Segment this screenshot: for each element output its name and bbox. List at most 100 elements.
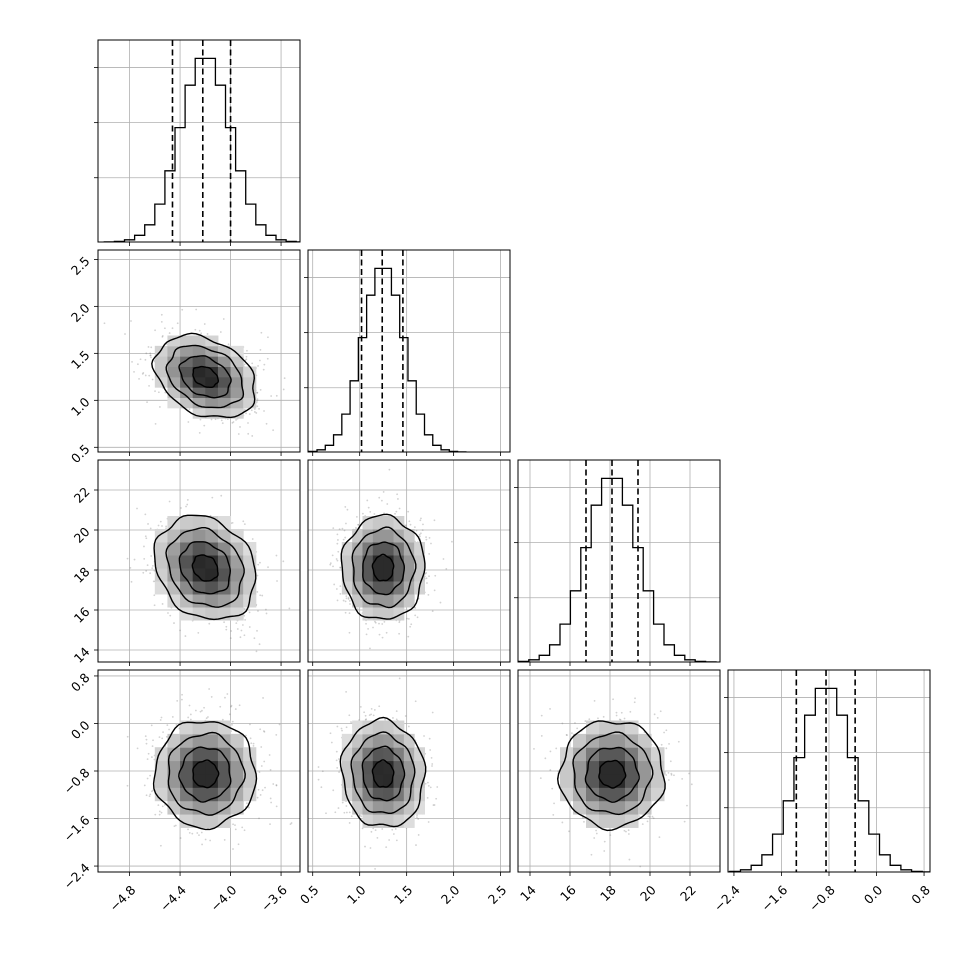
sample-point [345,805,348,807]
sample-point [342,538,345,541]
density-3-1 [317,677,439,870]
sample-point [366,499,369,502]
density-cell [217,407,232,419]
sample-point [364,845,366,848]
sample-point [184,635,187,637]
density-cell [372,529,384,543]
sample-point [272,429,275,432]
sample-point [615,711,618,714]
sample-point [382,491,385,493]
sample-point [189,713,192,716]
sample-point [652,817,655,820]
sample-point [424,782,427,785]
sample-point [225,625,228,628]
panel-2-1 [307,459,511,666]
sample-point [342,599,345,602]
sample-point [430,756,433,759]
sample-point [161,737,164,740]
sample-point [609,834,612,837]
sample-point [256,405,259,408]
sample-point [136,507,138,510]
sample-point [392,833,395,835]
sample-point [336,533,339,536]
sample-point [144,535,147,538]
density-cell [154,356,168,368]
contour-3-0-2 [167,731,246,816]
density-cell [362,529,374,543]
sample-point [259,561,261,564]
sample-point [686,804,688,807]
sample-point [165,525,168,528]
sample-point [243,614,246,617]
sample-point [409,625,412,628]
sample-point [194,328,197,331]
sample-point [425,577,428,580]
density-cell [414,800,426,815]
sample-point [581,816,584,819]
contour-3-0-1 [178,746,232,803]
density-cell [383,720,394,735]
density-cell [393,773,405,788]
sample-point [152,739,154,742]
density-cell [217,516,232,530]
sample-point [145,352,148,355]
density-cell [167,773,181,788]
density-cell [638,760,652,775]
sample-point [335,558,338,560]
sample-point [431,765,433,767]
sample-point [269,768,272,771]
sample-point [275,784,278,787]
density-cell [192,356,206,368]
sample-point [627,829,630,832]
sample-point [152,580,155,583]
sample-point [565,733,568,736]
xtick-label-2-2: 18 [597,882,619,904]
xtick-label-3-0: −2.4 [711,882,743,914]
sample-point [329,563,332,566]
sample-point [333,583,336,586]
density-cell [372,581,384,595]
sample-point [304,790,306,792]
sample-point [167,612,169,614]
density-cell [230,376,244,388]
density-cell [205,555,219,569]
density-cell [243,397,257,409]
sample-point [338,528,341,530]
density-cell [217,376,232,388]
sample-point [243,829,246,832]
sample-point [359,705,362,708]
density-cell [599,720,613,735]
panel-1-0: 0.5 1.0 1.5 2.0 2.5 [68,249,301,466]
sample-point [247,806,250,809]
sample-point [347,598,350,600]
sample-point [222,318,225,320]
density-cell [372,747,384,762]
sample-point [419,535,421,538]
sample-point [336,725,339,728]
sample-point [641,823,644,825]
sample-point [418,533,421,536]
sample-point [417,818,420,820]
sample-point [161,805,164,808]
sample-point [552,813,555,816]
sample-point [154,390,156,392]
density-cell [192,555,206,569]
density-cell [167,747,181,762]
density-cell [414,747,426,762]
sample-point [234,828,237,831]
density-cell [167,800,181,815]
contour-2-1-0 [371,553,395,582]
sample-point [245,355,248,358]
density-cell [383,773,394,788]
sample-point [262,368,265,371]
sample-point [144,735,147,738]
sample-point [267,566,269,569]
density-cell [154,366,168,378]
density-cell [192,594,206,608]
density-cell [612,760,626,775]
sample-point [337,550,340,553]
density-cell [205,397,219,409]
sample-point [416,616,419,619]
sample-point [683,820,686,823]
sample-point [540,735,543,737]
